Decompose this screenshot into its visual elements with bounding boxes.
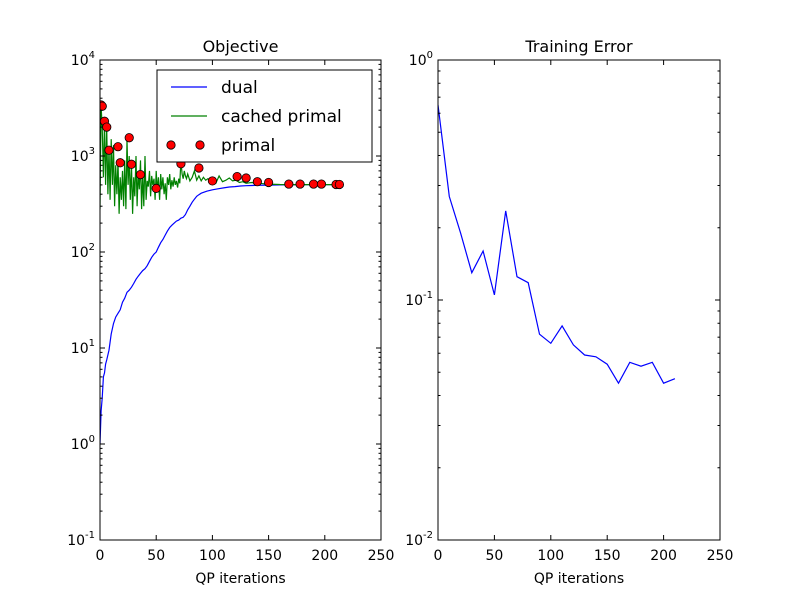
series-primal-point xyxy=(263,177,274,188)
series-primal-point xyxy=(252,177,262,187)
series-primal-point xyxy=(284,179,294,189)
y-tick-label: 100 xyxy=(71,434,95,453)
y-tick-base: 10 xyxy=(67,533,85,549)
legend-swatch-marker xyxy=(195,140,205,150)
x-tick-label: 200 xyxy=(650,548,677,564)
y-tick-exponent: -1 xyxy=(423,290,433,301)
legend-label: primal xyxy=(221,136,275,156)
series-primal-point xyxy=(334,179,345,190)
y-tick-base: 10 xyxy=(405,293,423,309)
legend: dual cached primal primal xyxy=(156,69,373,163)
x-axis-label: QP iterations xyxy=(534,571,624,587)
x-tick-label: 50 xyxy=(485,548,503,564)
y-tick-label: 10-1 xyxy=(405,290,433,309)
series-primal-point xyxy=(113,142,123,152)
series-series-line xyxy=(438,104,676,385)
series-dual-line xyxy=(100,184,340,445)
y-tick-exponent: 0 xyxy=(427,50,433,61)
series-primal-point xyxy=(104,145,114,155)
x-tick-label: 150 xyxy=(594,548,621,564)
series-primal-point xyxy=(295,179,305,189)
y-tick-exponent: 2 xyxy=(89,242,95,253)
x-tick-label: 0 xyxy=(96,548,105,564)
y-tick-base: 10 xyxy=(71,437,89,453)
y-tick-label: 10-1 xyxy=(67,530,95,549)
series-primal-point xyxy=(232,172,242,182)
legend-label: dual xyxy=(221,78,258,98)
chart-title: Objective xyxy=(203,37,279,56)
chart-title: Training Error xyxy=(524,37,633,56)
series-primal-point xyxy=(124,133,134,143)
series-cached-primal-line xyxy=(100,106,340,214)
series-primal-point xyxy=(207,176,217,186)
x-tick-label: 100 xyxy=(537,548,564,564)
x-axis-label: QP iterations xyxy=(195,571,285,587)
y-tick-base: 10 xyxy=(71,149,89,165)
series-primal-point xyxy=(151,183,161,193)
legend-swatch-marker xyxy=(166,140,176,150)
series-primal-point xyxy=(194,163,204,173)
y-tick-base: 10 xyxy=(71,245,89,261)
x-tick-label: 0 xyxy=(434,548,443,564)
series-primal-point xyxy=(126,159,137,169)
series-primal-point xyxy=(241,173,251,183)
x-tick-label: 250 xyxy=(707,548,734,564)
x-tick-label: 250 xyxy=(368,548,395,564)
y-tick-exponent: 0 xyxy=(89,434,95,445)
axes-frame xyxy=(99,59,382,541)
series-primal-point xyxy=(135,170,146,180)
y-tick-exponent: -2 xyxy=(423,530,433,541)
y-tick-label: 102 xyxy=(71,242,95,261)
axes-frame xyxy=(437,59,721,541)
y-tick-exponent: -1 xyxy=(85,530,95,541)
y-tick-exponent: 4 xyxy=(89,50,95,61)
x-tick-label: 200 xyxy=(311,548,338,564)
x-tick-label: 100 xyxy=(199,548,226,564)
series-primal-point xyxy=(102,122,112,132)
series-primal-point xyxy=(316,179,327,189)
plot-area xyxy=(438,104,676,385)
y-tick-base: 10 xyxy=(71,53,89,69)
y-tick-exponent: 3 xyxy=(89,146,95,157)
y-tick-label: 104 xyxy=(71,50,95,69)
y-tick-label: 10-2 xyxy=(405,530,433,549)
series-primal-point xyxy=(115,158,125,168)
series-primal-point xyxy=(308,179,319,189)
x-tick-label: 150 xyxy=(255,548,282,564)
plot-area xyxy=(100,100,345,445)
y-tick-base: 10 xyxy=(409,53,427,69)
y-tick-label: 103 xyxy=(71,146,95,165)
y-tick-base: 10 xyxy=(71,341,89,357)
legend-label: cached primal xyxy=(221,107,342,127)
y-tick-exponent: 1 xyxy=(89,338,95,349)
x-tick-label: 50 xyxy=(147,548,165,564)
y-tick-label: 101 xyxy=(71,338,95,357)
y-tick-base: 10 xyxy=(405,533,423,549)
y-tick-label: 100 xyxy=(409,50,433,69)
series-primal-point xyxy=(100,101,107,111)
